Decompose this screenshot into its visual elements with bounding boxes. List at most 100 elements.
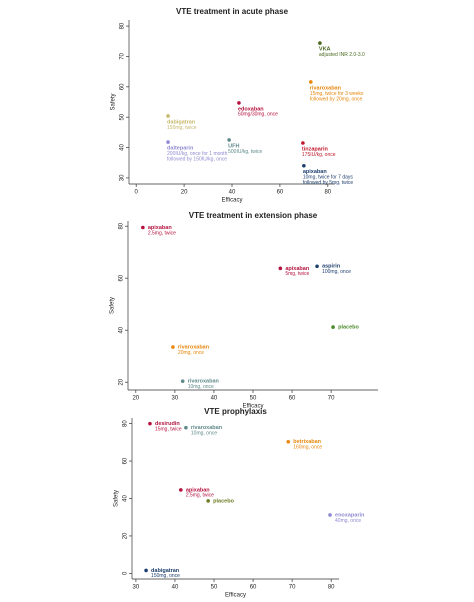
point <box>179 488 183 492</box>
point-detail: 150mg, once <box>151 573 180 579</box>
point-name: tinzaparin <box>302 146 329 152</box>
point-name: desirudin <box>155 421 180 427</box>
y-tick-label: 60 <box>120 83 126 90</box>
x-axis-label: Efficacy <box>225 593 246 599</box>
point <box>309 80 313 84</box>
x-tick-label: 40 <box>211 396 218 402</box>
point-name: rivaroxaban <box>191 425 223 431</box>
point-name: enoxaparin <box>335 512 365 518</box>
x-tick-label: 50 <box>211 585 218 591</box>
x-tick-label: 60 <box>250 585 257 591</box>
x-tick-label: 20 <box>181 190 188 196</box>
point-name: apixaban <box>148 225 172 231</box>
chart-title: VTE treatment in extension phase <box>189 211 318 220</box>
y-tick-label: 0 <box>123 571 129 575</box>
point-detail: 200IU/kg, once for 1 month <box>167 151 228 157</box>
x-axis-label: Efficacy <box>222 198 243 204</box>
point <box>184 425 188 430</box>
x-tick-label: 70 <box>328 396 335 402</box>
chart-title: VTE treatment in acute phase <box>176 7 289 16</box>
point-name: dabigatran <box>167 119 196 125</box>
point-name: rivaroxaban <box>178 345 210 351</box>
point <box>148 421 152 426</box>
y-tick-label: 60 <box>123 457 129 464</box>
point <box>318 41 322 45</box>
y-tick-label: 20 <box>123 532 129 539</box>
point <box>286 439 291 444</box>
x-tick-label: 30 <box>172 396 179 402</box>
point <box>166 114 170 118</box>
point-name: aspirin <box>322 264 341 270</box>
x-tick-label: 0 <box>135 190 139 196</box>
x-tick-label: 40 <box>229 190 236 196</box>
point-detail: adjusted INR 2.0-3.0 <box>319 52 365 58</box>
point-name: placebo <box>213 498 234 504</box>
point-detail: 10mg, once <box>188 384 214 390</box>
point-detail: 2.5mg, twice <box>148 230 176 236</box>
point <box>331 325 335 329</box>
point-name: edoxaban <box>238 106 264 112</box>
point-detail: 5mg, twice <box>285 271 309 277</box>
point-detail: 20mg, once <box>178 350 204 356</box>
x-tick-label: 80 <box>328 585 335 591</box>
point-name: apixaban <box>303 169 327 175</box>
y-tick-label: 40 <box>120 144 126 151</box>
point-detail: followed by 5mg, twice <box>303 180 354 186</box>
point-name: rivaroxaban <box>310 85 342 91</box>
point-detail: 150mg, twice <box>167 125 197 131</box>
x-tick-label: 40 <box>172 585 179 591</box>
point <box>144 568 148 573</box>
y-tick-label: 20 <box>119 378 125 385</box>
y-tick-label: 30 <box>120 174 126 181</box>
point-name: dalteparin <box>167 146 194 152</box>
point-detail: 60mg/30mg, once <box>238 112 278 118</box>
point <box>180 379 185 383</box>
x-tick-label: 30 <box>133 585 140 591</box>
point-name: apixaban <box>186 487 210 493</box>
point <box>278 266 283 271</box>
point-name: betrixaban <box>293 439 321 445</box>
point <box>301 141 305 145</box>
y-tick-label: 60 <box>119 274 125 281</box>
point-name: UFH <box>228 143 239 149</box>
x-tick-label: 20 <box>132 396 139 402</box>
x-tick-label: 80 <box>324 190 331 196</box>
y-axis-label: Safety <box>114 490 120 507</box>
point-detail: followed by 20mg, once <box>310 96 363 102</box>
point-detail: 10mg, once <box>191 431 217 437</box>
x-tick-label: 60 <box>277 190 284 196</box>
x-tick-label: 70 <box>289 585 296 591</box>
y-tick-label: 80 <box>120 22 126 29</box>
point <box>171 345 175 349</box>
point-detail: 500IU/kg, twice <box>228 149 262 155</box>
point-detail: followed by 150IU/kg, once <box>167 156 227 162</box>
point-detail: 15mg, twice <box>155 426 182 432</box>
point-detail: 40mg, once <box>335 518 361 524</box>
y-tick-label: 80 <box>123 420 129 427</box>
y-tick-label: 50 <box>120 113 126 120</box>
point-name: rivaroxaban <box>188 379 220 385</box>
point <box>302 163 306 168</box>
point-name: apixaban <box>285 266 309 272</box>
point-detail: 2.5mg, twice <box>186 493 214 499</box>
point <box>141 225 145 230</box>
point <box>227 138 231 142</box>
point <box>206 499 210 503</box>
point-detail: 160mg, once <box>293 445 322 451</box>
point <box>237 101 241 105</box>
y-axis-label: Safety <box>110 297 116 314</box>
x-axis-label: Efficacy <box>243 404 264 410</box>
point-detail: 100mg, once <box>322 269 351 275</box>
x-tick-label: 50 <box>250 396 257 402</box>
point-name: dabigatran <box>151 568 180 574</box>
chart-title: VTE prophylaxis <box>204 407 267 416</box>
y-tick-label: 70 <box>120 52 126 59</box>
point-name: placebo <box>338 325 359 331</box>
point <box>166 140 170 144</box>
point <box>328 513 332 517</box>
point-detail: 10mg, twice for 7 days <box>303 175 354 181</box>
y-tick-label: 40 <box>123 495 129 502</box>
y-tick-label: 40 <box>119 326 125 333</box>
